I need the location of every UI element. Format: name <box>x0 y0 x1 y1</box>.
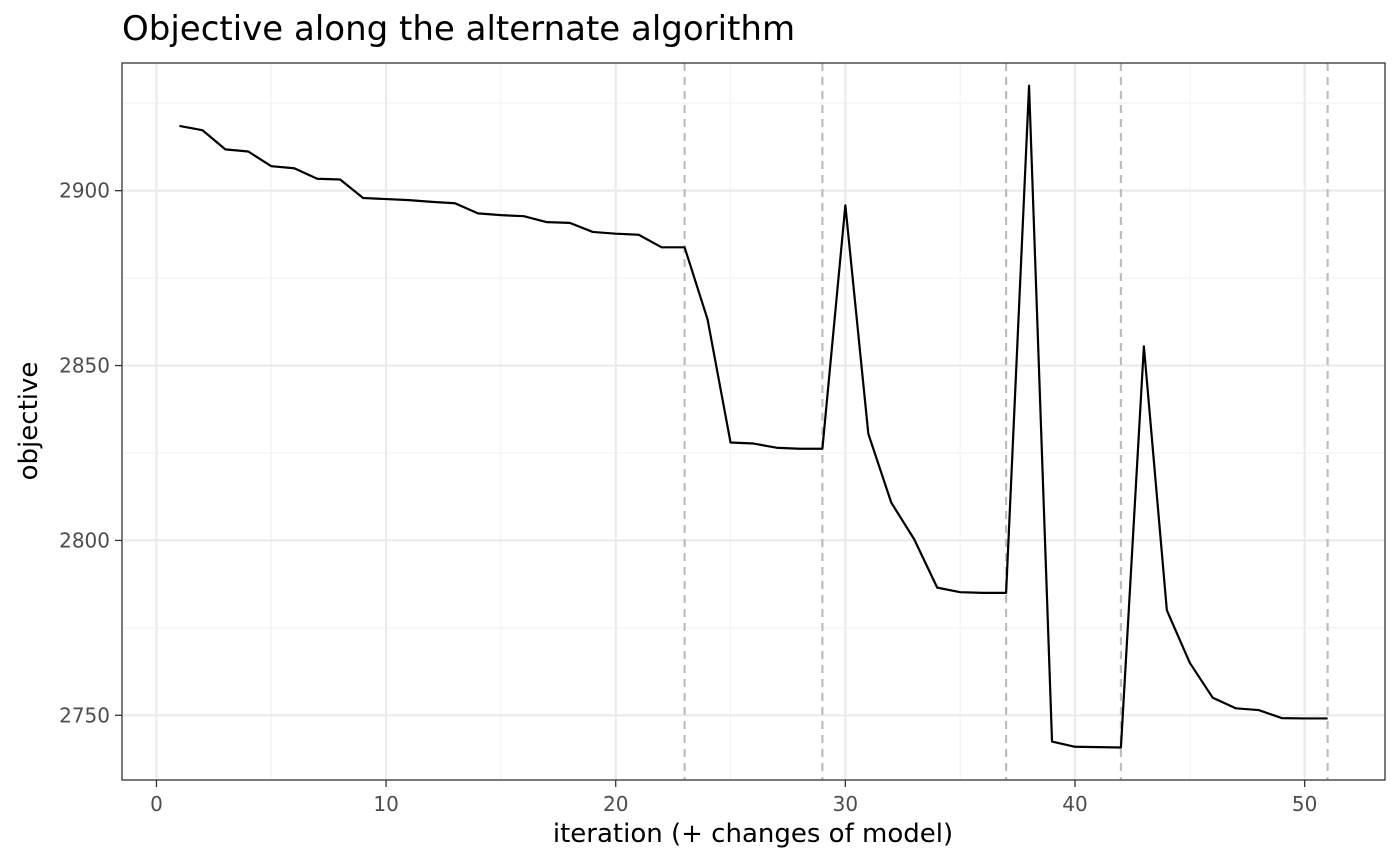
x-axis-ticks: 0 10 20 30 40 50 <box>150 780 1317 816</box>
y-axis-title: objective <box>14 362 44 481</box>
y-tick-label: 2850 <box>59 354 110 378</box>
objective-line <box>179 84 1328 749</box>
x-tick-label: 30 <box>833 792 858 816</box>
y-axis-ticks: 2750 2800 2850 2900 <box>59 179 122 727</box>
y-tick-label: 2750 <box>59 703 110 727</box>
x-tick-label: 40 <box>1062 792 1087 816</box>
model-change-lines <box>683 63 1329 780</box>
chart-title: Objective along the alternate algorithm <box>122 9 795 49</box>
major-gridlines <box>122 63 1385 780</box>
y-tick-label: 2800 <box>59 528 110 552</box>
panel-border <box>121 62 1386 781</box>
y-tick-label: 2900 <box>59 179 110 203</box>
x-axis-title: iteration (+ changes of model) <box>553 819 953 849</box>
x-tick-label: 20 <box>603 792 628 816</box>
x-tick-label: 0 <box>150 792 163 816</box>
x-tick-label: 50 <box>1292 792 1317 816</box>
x-tick-label: 10 <box>373 792 398 816</box>
